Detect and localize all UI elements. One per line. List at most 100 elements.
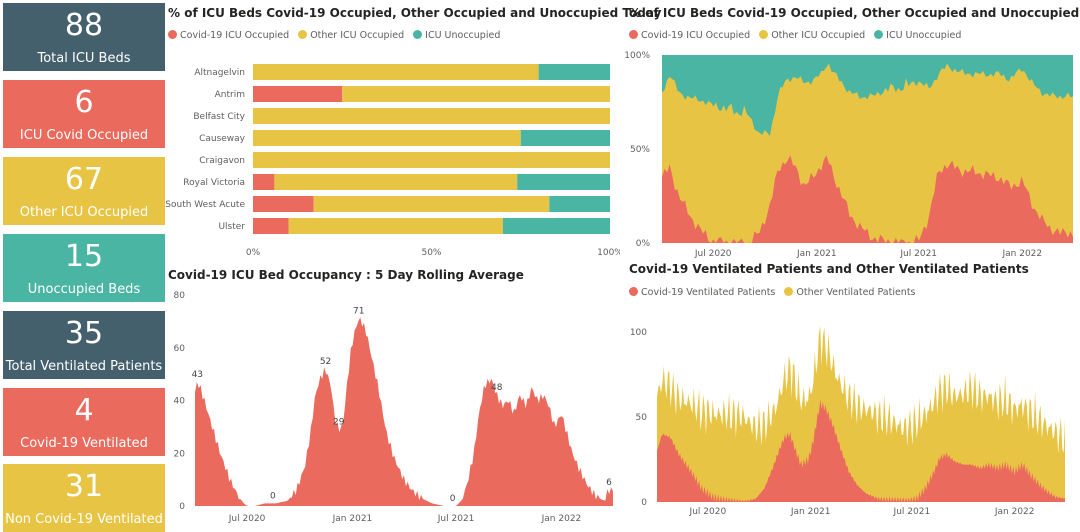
- x-tick-label: Jul 2021: [893, 507, 931, 517]
- y-tick-label: 100%: [625, 51, 650, 61]
- y-tick-label: 100: [630, 328, 647, 338]
- y-tick-label: 0: [641, 498, 647, 508]
- y-tick-label: 60: [174, 344, 186, 354]
- category-label: Altnagelvin: [194, 68, 245, 78]
- history-chart-legend: Covid-19 ICU Occupied Other ICU Occupied…: [629, 30, 967, 41]
- legend-dot: [759, 30, 769, 39]
- legend-label: Other Ventilated Patients: [796, 287, 916, 298]
- category-label: Antrim: [215, 90, 245, 100]
- legend-unoccupied[interactable]: ICU Unoccupied: [874, 30, 961, 41]
- bar-segment: [253, 152, 610, 168]
- data-label: 0: [270, 491, 276, 501]
- bar-segment: [502, 218, 610, 234]
- kpi-value: 88: [64, 8, 104, 43]
- kpi-label: Unoccupied Beds: [27, 282, 141, 297]
- legend-label: ICU Unoccupied: [886, 30, 962, 41]
- x-tick-label: 50%: [421, 248, 441, 258]
- legend-label: Other ICU Occupied: [771, 30, 866, 41]
- bar-segment: [253, 86, 343, 102]
- data-label: 0: [450, 494, 456, 504]
- x-tick-label: Jul 2020: [694, 249, 732, 259]
- kpi-value: 6: [74, 85, 94, 120]
- kpi-label: Other ICU Occupied: [19, 205, 149, 220]
- legend-label: Other ICU Occupied: [310, 30, 405, 41]
- bar-segment: [253, 174, 275, 190]
- x-tick-label: Jul 2020: [228, 514, 266, 524]
- bar-segment: [342, 86, 610, 102]
- kpi-label: Total Ventilated Patients: [5, 359, 163, 374]
- x-tick-label: Jan 2021: [796, 249, 837, 259]
- x-tick-label: Jul 2020: [689, 507, 727, 517]
- bar-segment: [253, 64, 539, 80]
- bar-segment: [538, 64, 610, 80]
- kpi-icu-covid-occupied: 6 ICU Covid Occupied: [3, 80, 165, 148]
- kpi-other-icu-occupied: 67 Other ICU Occupied: [3, 157, 165, 225]
- covid-ventilated-area: [657, 399, 1065, 502]
- y-tick-label: 80: [174, 291, 186, 301]
- x-tick-label: Jan 2021: [332, 514, 373, 524]
- kpi-value: 35: [64, 316, 104, 351]
- x-tick-label: Jan 2022: [541, 514, 582, 524]
- legend-other-ventilated[interactable]: Other Ventilated Patients: [784, 287, 916, 298]
- other-ventilated-area: [657, 326, 1065, 502]
- legend-covid[interactable]: Covid-19 ICU Occupied: [168, 30, 289, 41]
- kpi-total-ventilated: 35 Total Ventilated Patients: [3, 311, 165, 379]
- x-tick-label: Jul 2021: [899, 249, 937, 259]
- y-tick-label: 50%: [630, 145, 650, 155]
- y-tick-label: 20: [174, 449, 186, 459]
- y-tick-label: 50: [636, 413, 648, 423]
- legend-other[interactable]: Other ICU Occupied: [298, 30, 404, 41]
- x-tick-label: Jul 2021: [437, 514, 475, 524]
- kpi-value: 4: [74, 393, 94, 428]
- bar-segment: [288, 218, 503, 234]
- legend-other[interactable]: Other ICU Occupied: [759, 30, 865, 41]
- data-label: 71: [353, 307, 364, 317]
- category-label: Craigavon: [199, 156, 245, 166]
- legend-label: Covid-19 ICU Occupied: [641, 30, 751, 41]
- data-label: 52: [320, 357, 331, 367]
- kpi-label: Covid-19 Ventilated: [20, 436, 148, 451]
- bar-segment: [274, 174, 518, 190]
- legend-dot: [874, 30, 884, 39]
- ventilated-area-chart: 0 50 100 Jul 2020 Jan 2021 Jul 2021 Jan 2022: [630, 326, 1065, 517]
- kpi-value: 67: [64, 162, 104, 197]
- y-tick-label: 0: [179, 502, 185, 512]
- legend-label: Covid-19 Ventilated Patients: [641, 287, 776, 298]
- today-bar-chart: Altnagelvin Antrim Belfast City Causeway Cra…: [165, 64, 620, 258]
- kpi-label: Non Covid-19 Ventilated: [5, 512, 163, 527]
- kpi-unoccupied-beds: 15 Unoccupied Beds: [3, 234, 165, 302]
- legend-dot: [413, 30, 423, 39]
- x-tick-label: 0%: [246, 248, 261, 258]
- x-tick-label: Jan 2021: [790, 507, 831, 517]
- bar-segment: [253, 218, 289, 234]
- legend-covid-ventilated[interactable]: Covid-19 Ventilated Patients: [629, 287, 775, 298]
- bar-segment: [253, 108, 610, 124]
- kpi-label: ICU Covid Occupied: [19, 128, 149, 143]
- history-chart-title: % of ICU Beds Covid-19 Occupied, Other O…: [629, 6, 1080, 20]
- legend-label: ICU Unoccupied: [425, 30, 501, 41]
- data-label: 43: [192, 370, 203, 380]
- ventilated-chart-legend: Covid-19 Ventilated Patients Other Venti…: [629, 287, 922, 298]
- bar-segment: [549, 196, 610, 212]
- legend-dot: [168, 30, 177, 39]
- data-label: 6: [606, 478, 612, 488]
- category-label: Ulster: [218, 222, 245, 232]
- x-tick-label: Jan 2022: [1002, 249, 1043, 259]
- legend-covid[interactable]: Covid-19 ICU Occupied: [629, 30, 750, 41]
- legend-dot: [629, 287, 638, 296]
- legend-unoccupied[interactable]: ICU Unoccupied: [413, 30, 500, 41]
- legend-dot: [629, 30, 638, 39]
- category-label: Causeway: [199, 134, 246, 144]
- bar-segment: [517, 174, 610, 190]
- legend-dot: [784, 287, 794, 296]
- kpi-covid-ventilated: 4 Covid-19 Ventilated: [3, 388, 165, 456]
- x-tick-label: 100%: [597, 248, 620, 258]
- bar-segment: [253, 196, 314, 212]
- history-area-chart: 0% 50% 100% Jul 2020 Jan 2021 Jul 2021 Jan 202…: [625, 51, 1073, 259]
- kpi-value: 31: [64, 469, 104, 504]
- kpi-non-covid-ventilated: 31 Non Covid-19 Ventilated: [3, 464, 165, 532]
- kpi-total-icu-beds: 88 Total ICU Beds: [3, 3, 165, 71]
- today-chart-legend: Covid-19 ICU Occupied Other ICU Occupied…: [168, 30, 506, 41]
- bar-segment: [520, 130, 610, 146]
- covid-occupied-area: [662, 155, 1073, 243]
